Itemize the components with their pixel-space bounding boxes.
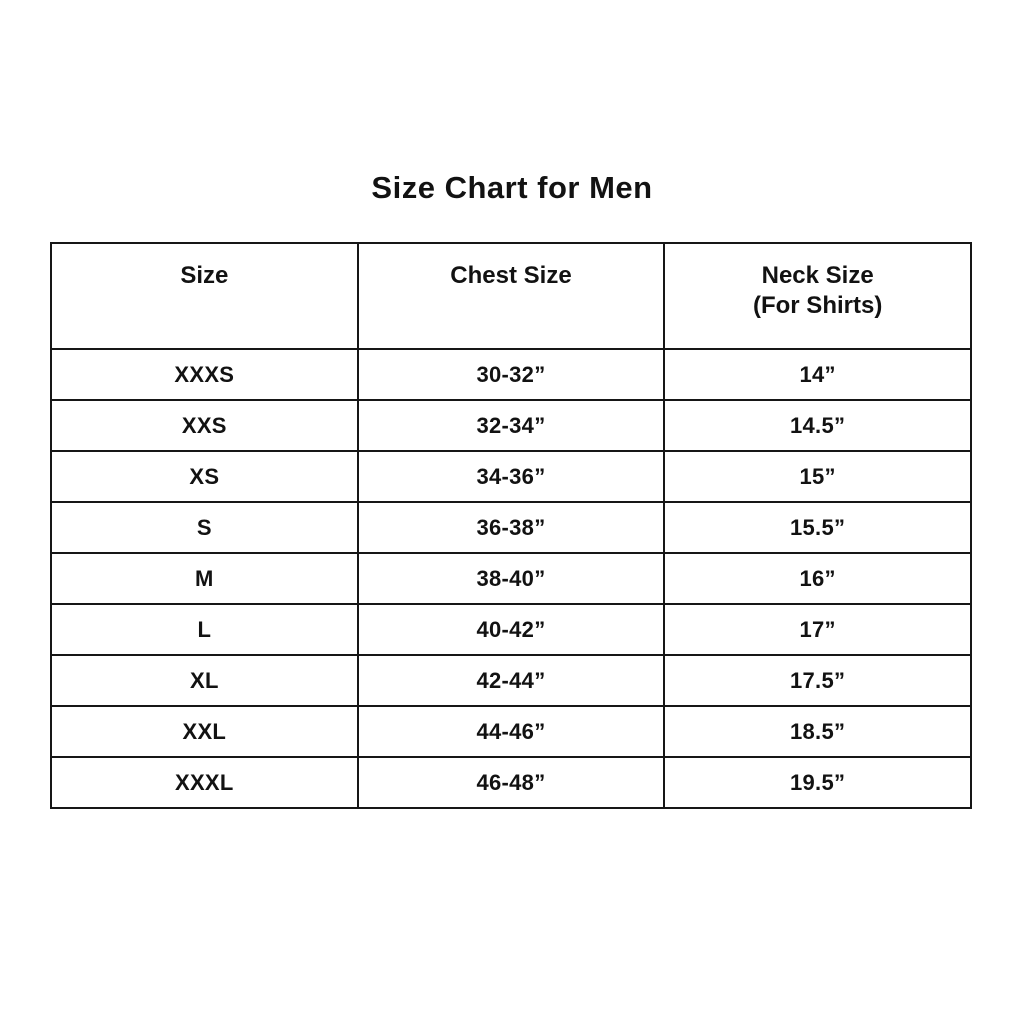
chest-cell: 36-38” — [356, 501, 666, 554]
size-cell: XXXS — [50, 348, 359, 401]
table-row: XL 42-44” 17.5” — [50, 654, 972, 707]
size-cell: S — [50, 501, 359, 554]
neck-cell: 17” — [663, 603, 972, 656]
size-chart-table: Size Chest Size Neck Size (For Shirts) X… — [50, 242, 972, 809]
column-header-size: Size — [50, 242, 359, 350]
chest-cell: 32-34” — [356, 399, 666, 452]
size-cell: XXL — [50, 705, 359, 758]
neck-cell: 18.5” — [663, 705, 972, 758]
chest-cell: 38-40” — [356, 552, 666, 605]
size-cell: XS — [50, 450, 359, 503]
table-header-row: Size Chest Size Neck Size (For Shirts) — [50, 242, 972, 350]
table-row: XXL 44-46” 18.5” — [50, 705, 972, 758]
chest-cell: 46-48” — [356, 756, 666, 809]
neck-cell: 15” — [663, 450, 972, 503]
table-row: S 36-38” 15.5” — [50, 501, 972, 554]
page-title: Size Chart for Men — [371, 170, 653, 205]
chest-cell: 30-32” — [356, 348, 666, 401]
neck-cell: 15.5” — [663, 501, 972, 554]
size-cell: L — [50, 603, 359, 656]
column-header-neck-size: Neck Size (For Shirts) — [663, 242, 972, 350]
table-row: L 40-42” 17” — [50, 603, 972, 656]
neck-cell: 19.5” — [663, 756, 972, 809]
chest-cell: 34-36” — [356, 450, 666, 503]
table-row: M 38-40” 16” — [50, 552, 972, 605]
neck-cell: 16” — [663, 552, 972, 605]
neck-cell: 14.5” — [663, 399, 972, 452]
table-row: XS 34-36” 15” — [50, 450, 972, 503]
chest-cell: 44-46” — [356, 705, 666, 758]
size-cell: XL — [50, 654, 359, 707]
neck-cell: 14” — [663, 348, 972, 401]
chest-cell: 40-42” — [356, 603, 666, 656]
neck-cell: 17.5” — [663, 654, 972, 707]
size-cell: M — [50, 552, 359, 605]
table-row: XXXL 46-48” 19.5” — [50, 756, 972, 809]
table-row: XXS 32-34” 14.5” — [50, 399, 972, 452]
table-row: XXXS 30-32” 14” — [50, 348, 972, 401]
chest-cell: 42-44” — [356, 654, 666, 707]
size-cell: XXS — [50, 399, 359, 452]
size-cell: XXXL — [50, 756, 359, 809]
column-header-chest-size: Chest Size — [356, 242, 666, 350]
